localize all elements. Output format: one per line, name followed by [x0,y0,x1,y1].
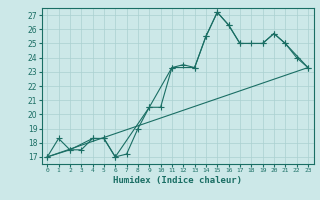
X-axis label: Humidex (Indice chaleur): Humidex (Indice chaleur) [113,176,242,185]
